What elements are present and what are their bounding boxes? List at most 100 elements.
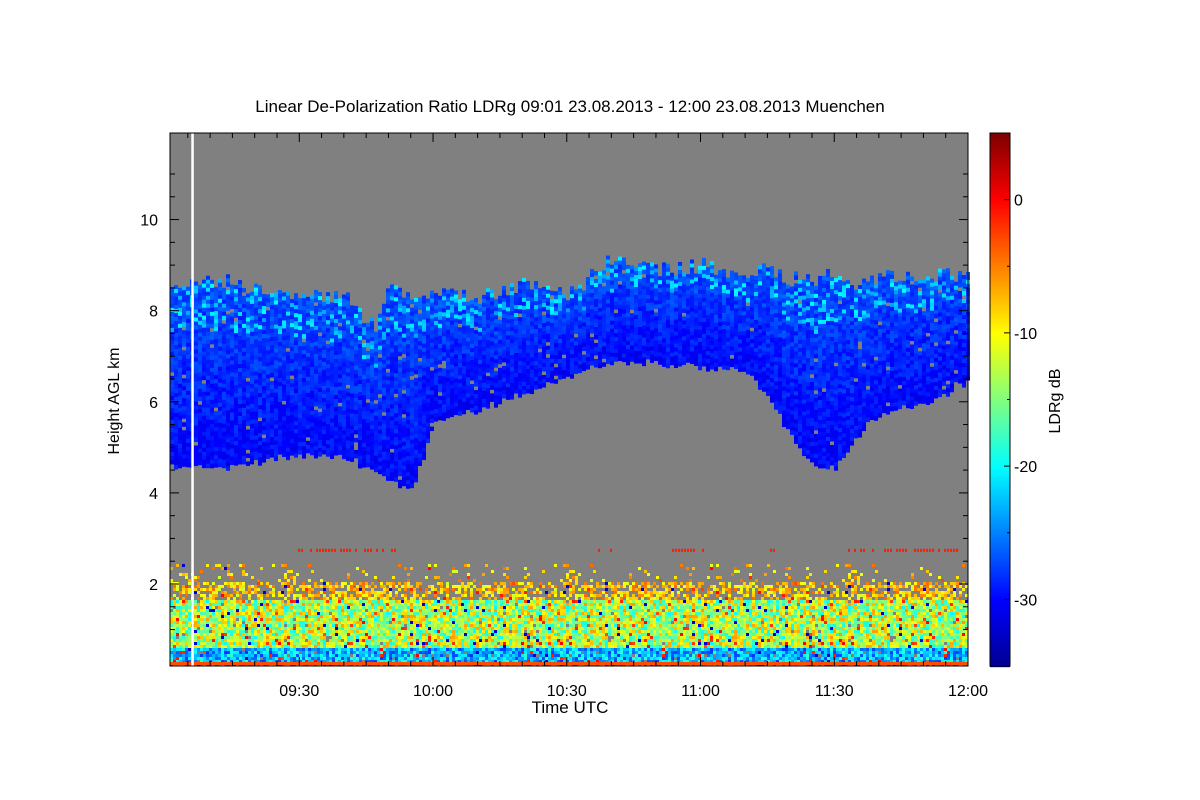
heatmap-cell	[638, 351, 642, 356]
heatmap-cell	[514, 361, 518, 366]
heatmap-cell	[730, 322, 734, 328]
heatmap-cell	[262, 306, 266, 311]
heatmap-cell	[494, 311, 498, 316]
heatmap-cell	[530, 325, 534, 331]
heatmap-cell	[558, 295, 562, 300]
heatmap-cell	[242, 363, 246, 369]
heatmap-cell	[326, 380, 330, 385]
heatmap-cell	[278, 390, 282, 395]
heatmap-cell	[242, 359, 246, 365]
heatmap-cell	[246, 305, 250, 310]
heatmap-cell	[594, 303, 598, 308]
heatmap-cell	[478, 327, 482, 333]
heatmap-cell	[762, 271, 766, 276]
heatmap-cell	[690, 275, 694, 281]
heatmap-cell	[194, 305, 198, 311]
heatmap-cell	[426, 354, 430, 360]
heatmap-cell	[410, 379, 414, 385]
heatmap-cell	[194, 281, 198, 287]
heatmap-cell	[370, 385, 374, 390]
heatmap-cell	[694, 273, 698, 278]
heatmap-cell	[766, 323, 770, 328]
heatmap-cell	[286, 387, 290, 393]
heatmap-cell	[634, 315, 638, 320]
heatmap-cell	[478, 375, 482, 381]
heatmap-cell	[402, 373, 406, 379]
heatmap-cell	[462, 389, 466, 395]
heatmap-cell	[590, 317, 594, 322]
heatmap-cell	[586, 285, 590, 290]
heatmap-cell	[694, 293, 698, 298]
heatmap-cell	[294, 313, 298, 318]
heatmap-cell	[450, 300, 454, 306]
heatmap-cell	[450, 400, 454, 406]
heatmap-cell	[390, 456, 394, 461]
heatmap-cell	[358, 343, 362, 349]
heatmap-cell	[338, 330, 342, 335]
heatmap-cell	[434, 401, 438, 406]
heatmap-cell	[242, 343, 246, 349]
heatmap-cell	[538, 324, 542, 329]
heatmap-cell	[506, 327, 510, 332]
heatmap-cell	[394, 309, 398, 314]
heatmap-cell	[246, 341, 250, 346]
heatmap-cell	[202, 383, 206, 389]
heatmap-cell	[334, 395, 338, 400]
heatmap-cell	[418, 425, 422, 430]
heatmap-cell	[246, 421, 250, 426]
heatmap-cell	[482, 318, 486, 324]
heatmap-cell	[458, 359, 462, 364]
heatmap-cell	[562, 358, 566, 363]
heatmap-cell	[602, 294, 606, 299]
heatmap-cell	[646, 338, 650, 344]
heatmap-cell	[302, 350, 306, 355]
heatmap-cell	[686, 274, 690, 279]
heatmap-cell	[446, 341, 450, 347]
heatmap-cell	[662, 278, 666, 283]
heatmap-cell	[250, 407, 254, 413]
heatmap-cell	[378, 409, 382, 415]
heatmap-cell	[458, 383, 462, 388]
heatmap-cell	[666, 291, 670, 297]
heatmap-cell	[246, 333, 250, 338]
heatmap-cell	[230, 368, 234, 373]
heatmap-cell	[758, 385, 762, 390]
heatmap-cell	[402, 405, 406, 411]
heatmap-cell	[198, 376, 202, 382]
heatmap-cell	[742, 303, 746, 308]
heatmap-cell	[394, 349, 398, 354]
heatmap-cell	[274, 316, 278, 322]
heatmap-cell	[634, 295, 638, 300]
heatmap-cell	[386, 360, 390, 365]
heatmap-cell	[410, 463, 414, 469]
heatmap-cell	[534, 321, 538, 326]
heatmap-cell	[174, 369, 178, 374]
heatmap-cell	[182, 334, 186, 339]
heatmap-cell	[358, 415, 362, 421]
heatmap-cell	[630, 357, 634, 362]
heatmap-cell	[362, 447, 366, 452]
heatmap-cell	[518, 305, 522, 310]
heatmap-cell	[186, 458, 190, 464]
heatmap-cell	[334, 331, 338, 336]
heatmap-cell	[298, 366, 302, 371]
heatmap-cell	[770, 282, 774, 287]
heatmap-cell	[186, 390, 190, 396]
heatmap-cell	[386, 420, 390, 425]
heatmap-cell	[598, 335, 602, 341]
heatmap-cell	[722, 277, 726, 282]
heatmap-cell	[430, 334, 434, 340]
heatmap-cell	[274, 384, 278, 390]
heatmap-cell	[662, 362, 666, 367]
heatmap-cell	[226, 294, 230, 299]
heatmap-cell	[386, 292, 390, 297]
heatmap-cell	[270, 353, 274, 358]
heatmap-cell	[622, 309, 626, 315]
heatmap-cell	[310, 398, 314, 404]
heatmap-cell	[230, 412, 234, 417]
heatmap-cell	[294, 309, 298, 314]
heatmap-cell	[650, 270, 654, 275]
heatmap-cell	[590, 305, 594, 310]
heatmap-cell	[762, 387, 766, 392]
heatmap-cell	[518, 393, 522, 398]
